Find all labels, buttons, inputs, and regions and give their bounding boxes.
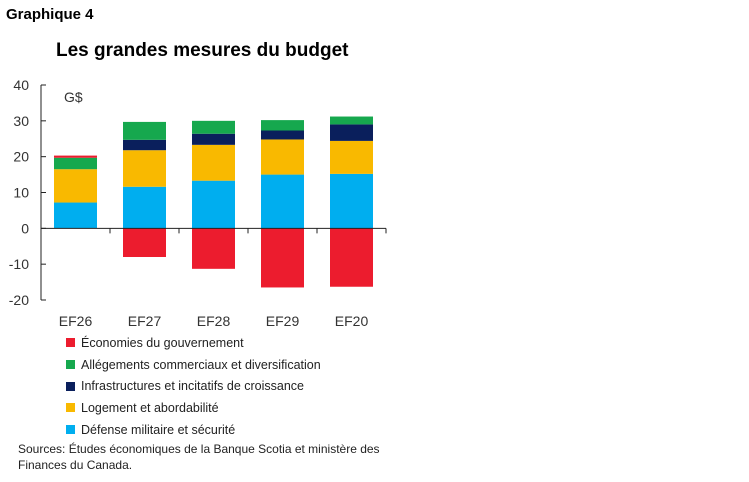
legend-item: Économies du gouvernement [66,332,321,354]
bar-segment [330,124,373,141]
y-axis: 40 30 20 10 0 -10 -20 [9,77,46,308]
legend: Économies du gouvernement Allégements com… [66,332,321,440]
stacked-bar-chart: 40 30 20 10 0 -10 -20 EF26 EF27 EF28 EF29 EF20 G$ [9,77,387,329]
x-axis: EF26 EF27 EF28 EF29 EF20 [40,227,387,329]
x-tick-label: EF28 [197,313,231,329]
bar-segment [123,121,166,140]
bar-segment [261,130,304,140]
legend-label: Logement et abordabilité [81,400,219,415]
legend-swatch [66,338,75,348]
bar-segment [123,150,166,187]
bar-segment [54,169,97,203]
y-tick-label: 30 [13,113,29,129]
y-tick-label: -20 [9,292,29,308]
bar-segment [192,180,235,229]
bar-segment [330,140,373,174]
x-tick-label: EF27 [128,313,162,329]
bar-segment [261,174,304,229]
legend-swatch [66,425,75,435]
chart-title: Les grandes mesures du budget [56,40,349,61]
y-tick-label: 10 [13,185,29,201]
legend-label: Économies du gouvernement [81,335,244,350]
y-tick-label: 40 [13,77,29,93]
y-tick-label: 0 [21,220,29,236]
bar-segment [330,228,373,287]
legend-label: Allégements commerciaux et diversificati… [81,357,321,372]
figure-label: Graphique 4 [6,6,94,23]
bar-segment [261,139,304,175]
bar-segment [261,120,304,131]
legend-swatch [66,360,75,370]
bar-segment [192,144,235,181]
bars [54,116,373,288]
x-tick-label: EF20 [335,313,369,329]
legend-item: Infrastructures et incitatifs de croissa… [66,375,321,397]
x-tick-label: EF29 [266,313,300,329]
y-tick-label: -10 [9,256,29,272]
bar-segment [192,228,235,269]
legend-swatch [66,403,75,413]
legend-label: Défense militaire et sécurité [81,422,236,437]
bar-segment [330,173,373,229]
legend-item: Défense militaire et sécurité [66,419,321,441]
legend-swatch [66,381,75,391]
bar-segment [192,120,235,134]
y-tick-label: 20 [13,149,29,165]
bar-segment [192,133,235,145]
bar-segment [123,139,166,151]
bar-segment [123,228,166,257]
bar-segment [261,228,304,288]
legend-item: Allégements commerciaux et diversificati… [66,354,321,376]
bar-segment [54,155,97,158]
bar-segment [54,157,97,170]
unit-label: G$ [64,89,83,105]
legend-label: Infrastructures et incitatifs de croissa… [81,379,305,394]
source-note: Sources: Études économiques de la Banque… [18,442,380,472]
x-tick-label: EF26 [59,313,93,329]
bar-segment [54,202,97,229]
bar-segment [123,186,166,229]
bar-segment [330,116,373,125]
legend-item: Logement et abordabilité [66,397,321,419]
